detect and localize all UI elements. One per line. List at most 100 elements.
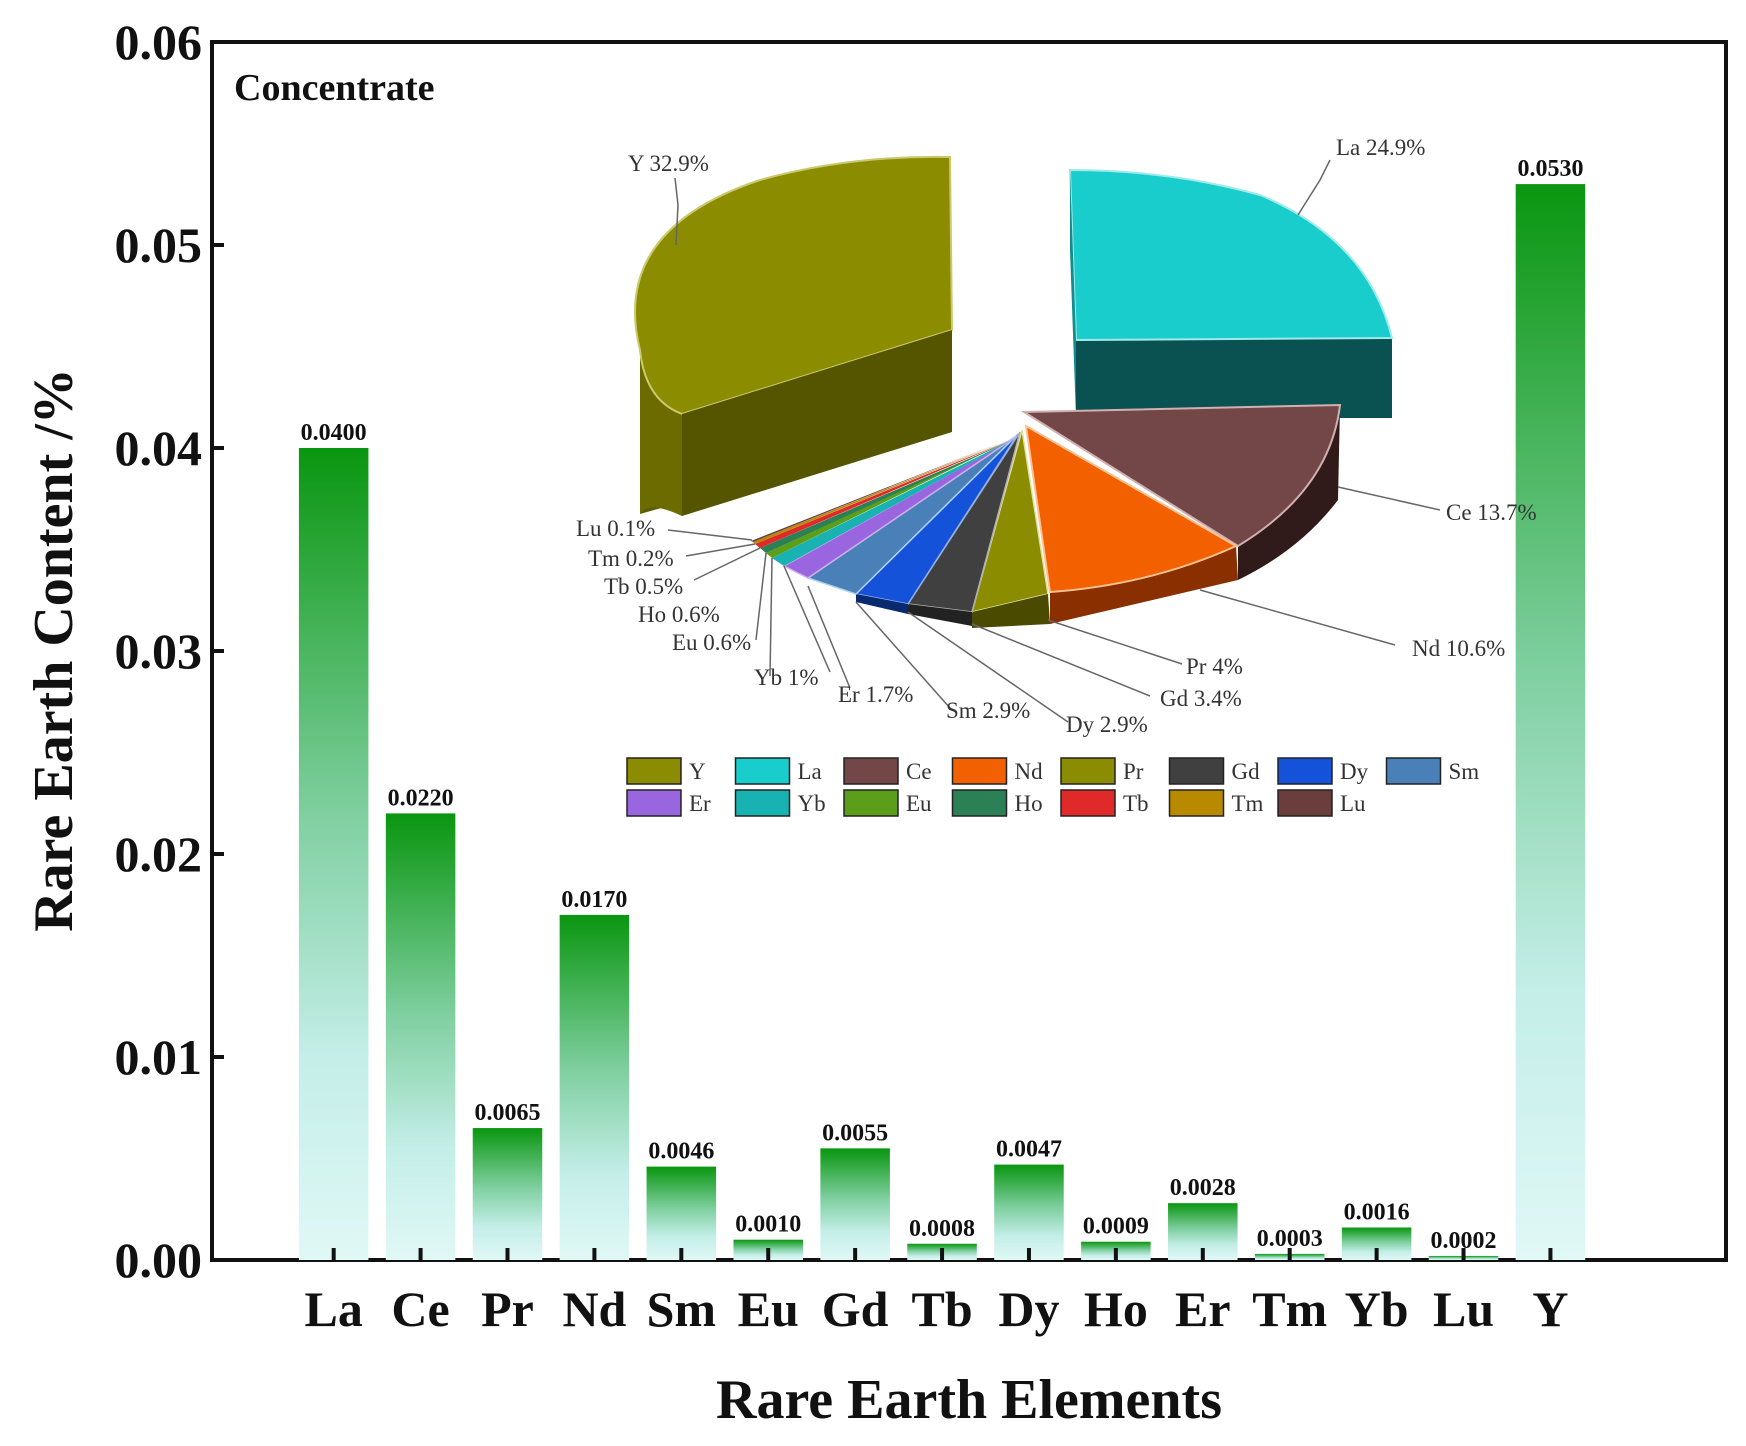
x-tick-label: Dy bbox=[998, 1281, 1059, 1337]
pie-label-y: Y 32.9% bbox=[628, 151, 709, 176]
legend-swatch-dy bbox=[1277, 757, 1333, 785]
legend-label-nd: Nd bbox=[1015, 759, 1044, 784]
legend-label-ce: Ce bbox=[906, 759, 932, 784]
x-tick-label: Lu bbox=[1433, 1281, 1494, 1337]
bar-series: 0.0400 0.0220 0.0065 0.0170 0.0046 0.0010 0.00… bbox=[298, 156, 1586, 1261]
pie-slice-eu bbox=[766, 440, 1010, 558]
bar-nd bbox=[559, 914, 630, 1260]
legend-swatch-tb bbox=[1060, 789, 1116, 817]
x-tick-label: Er bbox=[1175, 1281, 1231, 1337]
legend-swatch-lu bbox=[1277, 789, 1333, 817]
legend-label-tb: Tb bbox=[1123, 791, 1149, 816]
pie-leader-lines bbox=[667, 159, 1441, 723]
legend-label-la: La bbox=[798, 759, 822, 784]
bar-value-label: 0.0220 bbox=[388, 785, 454, 811]
pie-slice-ce bbox=[1020, 403, 1342, 580]
legend-label-y: Y bbox=[689, 759, 706, 784]
pie-inset: Y 32.9% La 24.9% Ce 13.7% Nd 10.6% Pr 4%… bbox=[576, 135, 1537, 817]
x-tick-label: Eu bbox=[738, 1281, 799, 1337]
pie-slice-tm bbox=[753, 442, 1004, 544]
bar-gd bbox=[820, 1148, 890, 1260]
pie-label-yb: Yb 1% bbox=[754, 665, 819, 690]
legend-label-tm: Tm bbox=[1232, 791, 1264, 816]
x-tick-label: Tm bbox=[1252, 1281, 1327, 1337]
pie-legend: Y La Ce Nd Pr Gd Dy Sm Er Yb Eu Ho Tb Tm Lu bbox=[626, 757, 1480, 817]
x-tick-label: Ho bbox=[1084, 1281, 1148, 1337]
bar-value-label: 0.0400 bbox=[301, 420, 367, 446]
legend-swatch-yb bbox=[734, 789, 791, 817]
pie-label-ce: Ce 13.7% bbox=[1446, 500, 1537, 525]
x-tick-label: Ce bbox=[391, 1281, 449, 1337]
legend-label-gd: Gd bbox=[1232, 759, 1261, 784]
pie-slice-ho bbox=[760, 442, 1008, 553]
pie-slice-la bbox=[1068, 168, 1394, 418]
legend-swatch-ho bbox=[951, 789, 1008, 817]
bar-dy bbox=[994, 1164, 1064, 1260]
y-tick-label: 0.06 bbox=[115, 14, 203, 70]
pie-label-tm: Tm 0.2% bbox=[588, 546, 674, 571]
bar-pr bbox=[472, 1128, 543, 1260]
pie-label-lu: Lu 0.1% bbox=[576, 516, 655, 541]
legend-label-lu: Lu bbox=[1340, 791, 1366, 816]
bar-value-label: 0.0003 bbox=[1257, 1226, 1323, 1252]
pie-label-gd: Gd 3.4% bbox=[1160, 686, 1242, 711]
bar-ce bbox=[385, 813, 456, 1260]
pie-label-nd: Nd 10.6% bbox=[1412, 636, 1505, 661]
legend-swatch-er bbox=[626, 789, 682, 817]
x-tick-label: Gd bbox=[822, 1281, 889, 1337]
legend-label-pr: Pr bbox=[1123, 759, 1144, 784]
y-tick-label: 0.00 bbox=[115, 1232, 203, 1288]
pie-label-tb: Tb 0.5% bbox=[604, 574, 683, 599]
pie-label-er: Er 1.7% bbox=[838, 682, 913, 707]
legend-label-yb: Yb bbox=[798, 791, 826, 816]
legend-swatch-sm bbox=[1385, 757, 1442, 785]
legend-swatch-ce bbox=[843, 757, 899, 785]
x-tick-label: Tb bbox=[911, 1281, 972, 1337]
pie-label-sm: Sm 2.9% bbox=[946, 698, 1030, 723]
y-axis-title: Rare Earth Content /% bbox=[23, 368, 85, 932]
legend-swatch-nd bbox=[951, 757, 1008, 785]
bar-value-label: 0.0047 bbox=[996, 1137, 1062, 1163]
y-tick-label: 0.04 bbox=[115, 420, 203, 476]
pie-label-ho: Ho 0.6% bbox=[638, 602, 720, 627]
pie-slice-yb bbox=[772, 440, 1012, 566]
bar-value-label: 0.0530 bbox=[1517, 156, 1583, 182]
bar-value-label: 0.0170 bbox=[561, 887, 627, 913]
y-tick-label: 0.05 bbox=[115, 217, 203, 273]
x-tick-label: Sm bbox=[647, 1281, 716, 1337]
legend-swatch-gd bbox=[1168, 757, 1225, 785]
pie-slice-tb bbox=[755, 442, 1006, 548]
x-tick-label: Y bbox=[1532, 1281, 1568, 1337]
bar-value-label: 0.0028 bbox=[1170, 1175, 1236, 1201]
bar-value-label: 0.0065 bbox=[474, 1100, 540, 1126]
legend-label-ho: Ho bbox=[1015, 791, 1043, 816]
legend-swatch-eu bbox=[843, 789, 899, 817]
bar-sm bbox=[646, 1166, 717, 1260]
legend-label-eu: Eu bbox=[906, 791, 932, 816]
pie-slice-nd bbox=[1024, 424, 1239, 624]
legend-label-sm: Sm bbox=[1449, 759, 1480, 784]
legend-label-dy: Dy bbox=[1340, 759, 1369, 784]
panel-title: Concentrate bbox=[234, 67, 434, 109]
x-tick-label: Pr bbox=[481, 1281, 534, 1337]
pie-label-la: La 24.9% bbox=[1336, 135, 1425, 160]
x-tick-label: Yb bbox=[1345, 1281, 1409, 1337]
bar-y bbox=[1515, 184, 1586, 1261]
bar-value-label: 0.0008 bbox=[909, 1216, 975, 1242]
bar-value-label: 0.0016 bbox=[1344, 1200, 1410, 1226]
legend-swatch-pr bbox=[1060, 757, 1116, 785]
pie-label-dy: Dy 2.9% bbox=[1066, 712, 1148, 737]
x-axis-title: Rare Earth Elements bbox=[716, 1369, 1222, 1431]
y-tick-label: 0.02 bbox=[115, 826, 203, 882]
y-tick-label: 0.01 bbox=[115, 1029, 203, 1085]
x-tick-label: La bbox=[304, 1281, 362, 1337]
legend-swatch-tm bbox=[1168, 789, 1225, 817]
y-axis: 0.00 0.01 0.02 0.03 0.04 0.05 0.06 bbox=[115, 14, 224, 1288]
bar-value-label: 0.0010 bbox=[735, 1212, 801, 1238]
x-tick-label: Nd bbox=[562, 1281, 626, 1337]
pie-label-pr: Pr 4% bbox=[1186, 654, 1243, 679]
pie-slice-y bbox=[634, 155, 954, 516]
y-tick-label: 0.03 bbox=[115, 623, 203, 679]
bar-la bbox=[298, 448, 369, 1260]
